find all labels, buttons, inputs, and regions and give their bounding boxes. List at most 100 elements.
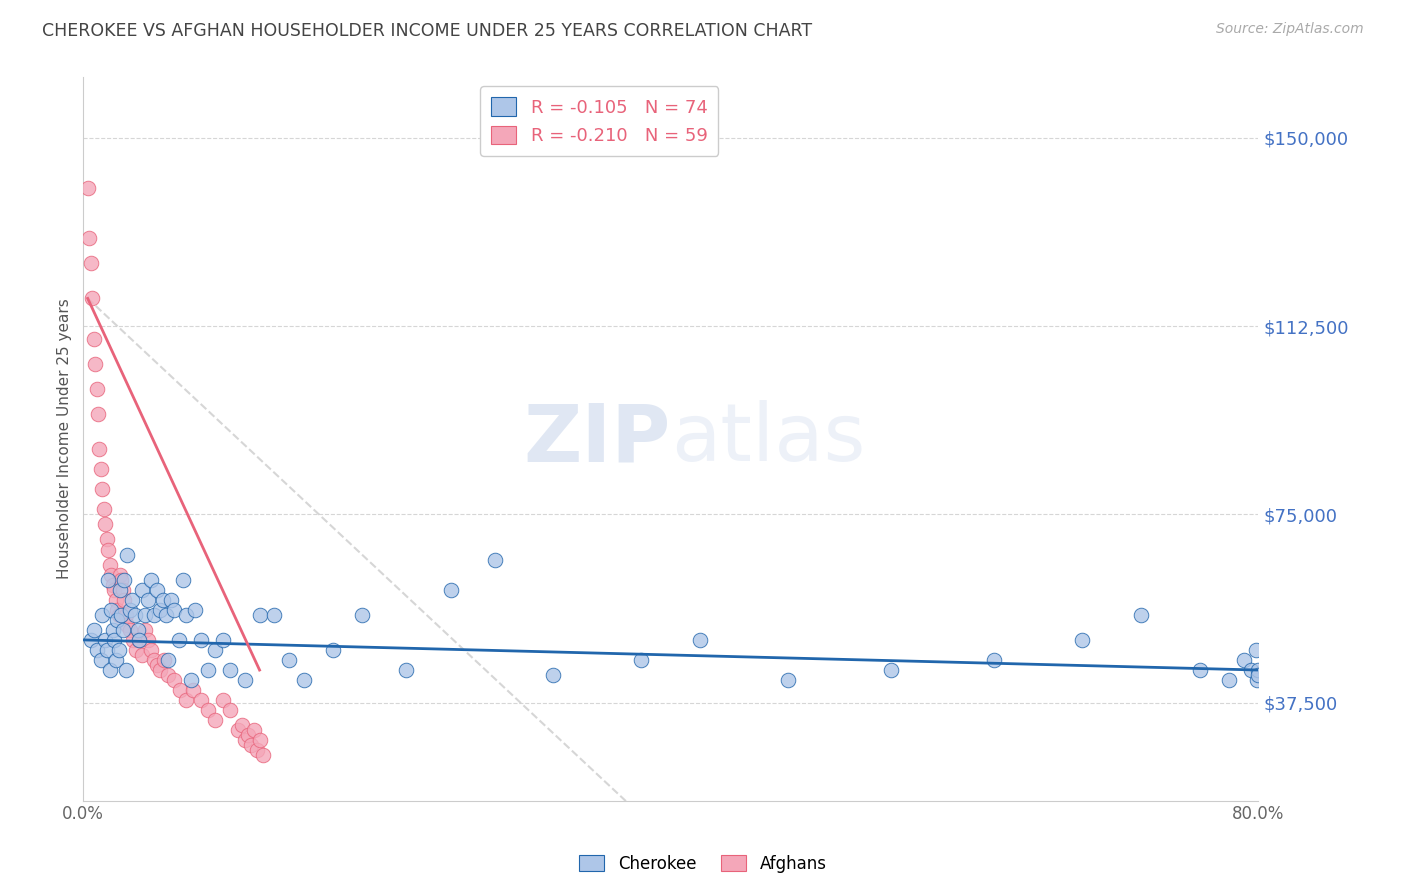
Point <box>86 382 108 396</box>
Point <box>252 748 274 763</box>
Point <box>204 713 226 727</box>
Point <box>211 693 233 707</box>
Point <box>94 517 117 532</box>
Point <box>630 653 652 667</box>
Point <box>142 607 165 622</box>
Point <box>172 573 194 587</box>
Point <box>484 552 506 566</box>
Point <box>83 623 105 637</box>
Point <box>231 718 253 732</box>
Point <box>142 653 165 667</box>
Point <box>93 502 115 516</box>
Point <box>219 703 242 717</box>
Text: CHEROKEE VS AFGHAN HOUSEHOLDER INCOME UNDER 25 YEARS CORRELATION CHART: CHEROKEE VS AFGHAN HOUSEHOLDER INCOME UN… <box>42 22 813 40</box>
Point <box>152 592 174 607</box>
Point <box>169 683 191 698</box>
Point <box>103 582 125 597</box>
Point <box>249 733 271 747</box>
Point <box>84 357 107 371</box>
Point <box>127 623 149 637</box>
Point <box>91 482 114 496</box>
Point <box>121 592 143 607</box>
Point <box>115 607 138 622</box>
Point <box>103 632 125 647</box>
Point <box>322 643 344 657</box>
Point <box>219 663 242 677</box>
Point <box>157 668 180 682</box>
Point <box>131 582 153 597</box>
Point <box>1071 632 1094 647</box>
Point <box>1218 673 1240 687</box>
Point <box>1247 663 1270 677</box>
Point <box>111 582 134 597</box>
Point <box>91 607 114 622</box>
Text: atlas: atlas <box>671 400 865 478</box>
Point <box>86 643 108 657</box>
Point <box>197 703 219 717</box>
Point <box>211 632 233 647</box>
Point <box>190 693 212 707</box>
Point <box>249 607 271 622</box>
Point <box>145 658 167 673</box>
Point <box>101 623 124 637</box>
Point <box>197 663 219 677</box>
Point <box>139 643 162 657</box>
Point <box>128 632 150 647</box>
Point <box>1240 663 1263 677</box>
Point <box>115 663 138 677</box>
Point <box>880 663 903 677</box>
Text: ZIP: ZIP <box>523 400 671 478</box>
Point <box>117 548 139 562</box>
Point <box>149 663 172 677</box>
Point <box>167 632 190 647</box>
Point <box>105 613 128 627</box>
Point <box>128 632 150 647</box>
Point <box>87 407 110 421</box>
Point <box>1246 673 1268 687</box>
Point <box>112 592 135 607</box>
Point <box>239 739 262 753</box>
Point <box>110 573 132 587</box>
Point <box>183 683 205 698</box>
Point <box>76 181 98 195</box>
Point <box>124 607 146 622</box>
Point <box>96 533 118 547</box>
Text: Source: ZipAtlas.com: Source: ZipAtlas.com <box>1216 22 1364 37</box>
Point <box>107 643 129 657</box>
Point <box>439 582 461 597</box>
Point <box>983 653 1005 667</box>
Point <box>278 653 301 667</box>
Point <box>1188 663 1211 677</box>
Point <box>125 643 148 657</box>
Point <box>163 603 186 617</box>
Point <box>236 728 259 742</box>
Point <box>352 607 374 622</box>
Point <box>190 632 212 647</box>
Point <box>134 623 156 637</box>
Point <box>98 558 121 572</box>
Legend: R = -0.105   N = 74, R = -0.210   N = 59: R = -0.105 N = 74, R = -0.210 N = 59 <box>479 87 718 156</box>
Legend: Cherokee, Afghans: Cherokee, Afghans <box>572 848 834 880</box>
Point <box>233 673 256 687</box>
Point <box>155 607 177 622</box>
Point <box>1129 607 1152 622</box>
Point <box>94 632 117 647</box>
Point <box>153 653 176 667</box>
Point <box>120 603 142 617</box>
Point <box>184 603 207 617</box>
Point <box>90 653 112 667</box>
Point <box>89 442 111 456</box>
Point <box>104 592 127 607</box>
Point <box>136 592 159 607</box>
Point <box>108 567 131 582</box>
Point <box>226 723 249 738</box>
Point <box>96 643 118 657</box>
Y-axis label: Householder Income Under 25 years: Householder Income Under 25 years <box>58 299 72 580</box>
Point <box>97 542 120 557</box>
Point <box>101 577 124 591</box>
Point <box>112 573 135 587</box>
Point <box>100 603 122 617</box>
Point <box>98 663 121 677</box>
Point <box>134 607 156 622</box>
Point <box>90 462 112 476</box>
